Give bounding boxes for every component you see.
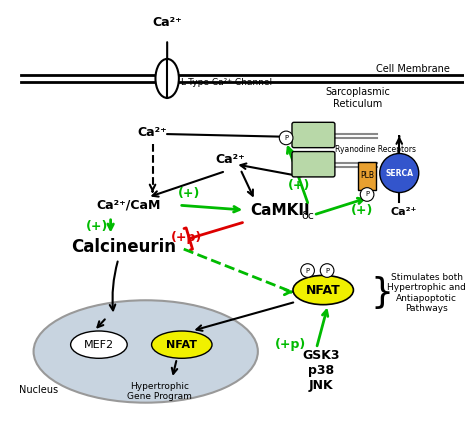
Text: (+): (+) — [288, 179, 310, 192]
Bar — [358, 162, 376, 190]
Text: Ca²⁺: Ca²⁺ — [137, 126, 167, 138]
Ellipse shape — [293, 276, 354, 305]
Text: SERCA: SERCA — [385, 169, 413, 178]
Circle shape — [320, 264, 334, 277]
FancyBboxPatch shape — [292, 152, 335, 177]
Text: Calcineurin: Calcineurin — [71, 238, 176, 256]
Text: Ca²⁺/CaM: Ca²⁺/CaM — [96, 199, 160, 212]
Ellipse shape — [155, 59, 179, 98]
FancyBboxPatch shape — [292, 122, 335, 148]
Text: Sarcoplasmic
Reticulum: Sarcoplasmic Reticulum — [325, 87, 390, 109]
Text: Cell Membrane: Cell Membrane — [376, 63, 450, 74]
Circle shape — [279, 131, 293, 145]
Text: Ca²⁺: Ca²⁺ — [216, 153, 246, 166]
Text: PLB: PLB — [360, 171, 374, 181]
Text: Hypertrophic
Gene Program: Hypertrophic Gene Program — [127, 382, 192, 401]
Text: Ca²⁺: Ca²⁺ — [152, 16, 182, 29]
Text: P: P — [284, 135, 288, 141]
Ellipse shape — [152, 331, 212, 358]
Text: (+p): (+p) — [274, 338, 306, 351]
Ellipse shape — [34, 300, 258, 403]
Text: Nucleus: Nucleus — [19, 386, 58, 395]
Text: NFAT: NFAT — [166, 340, 197, 350]
Circle shape — [360, 187, 374, 201]
Text: (+): (+) — [177, 187, 200, 200]
Text: (+): (+) — [86, 220, 108, 233]
Text: P: P — [306, 268, 310, 273]
Text: (+p): (+p) — [171, 231, 202, 244]
Circle shape — [380, 153, 419, 193]
Text: CaMKII: CaMKII — [250, 203, 310, 218]
Circle shape — [301, 264, 314, 277]
Text: MEF2: MEF2 — [84, 340, 114, 350]
Text: Ryanodine Receptors: Ryanodine Receptors — [335, 145, 416, 154]
Text: Stimulates both
Hypertrophic and
Antiapoptotic
Pathways: Stimulates both Hypertrophic and Antiapo… — [387, 273, 466, 313]
Text: NFAT: NFAT — [306, 284, 341, 296]
Text: (+): (+) — [351, 204, 374, 216]
Text: P: P — [325, 268, 329, 273]
Text: }: } — [370, 276, 393, 310]
Text: GSK3
p38
JNK: GSK3 p38 JNK — [302, 348, 340, 391]
Text: L-Type Ca²⁺ Channel: L-Type Ca²⁺ Channel — [181, 78, 272, 87]
Text: P: P — [365, 191, 369, 198]
Text: δc: δc — [302, 211, 315, 221]
Text: Ca²⁺: Ca²⁺ — [391, 207, 417, 217]
Ellipse shape — [71, 331, 127, 358]
